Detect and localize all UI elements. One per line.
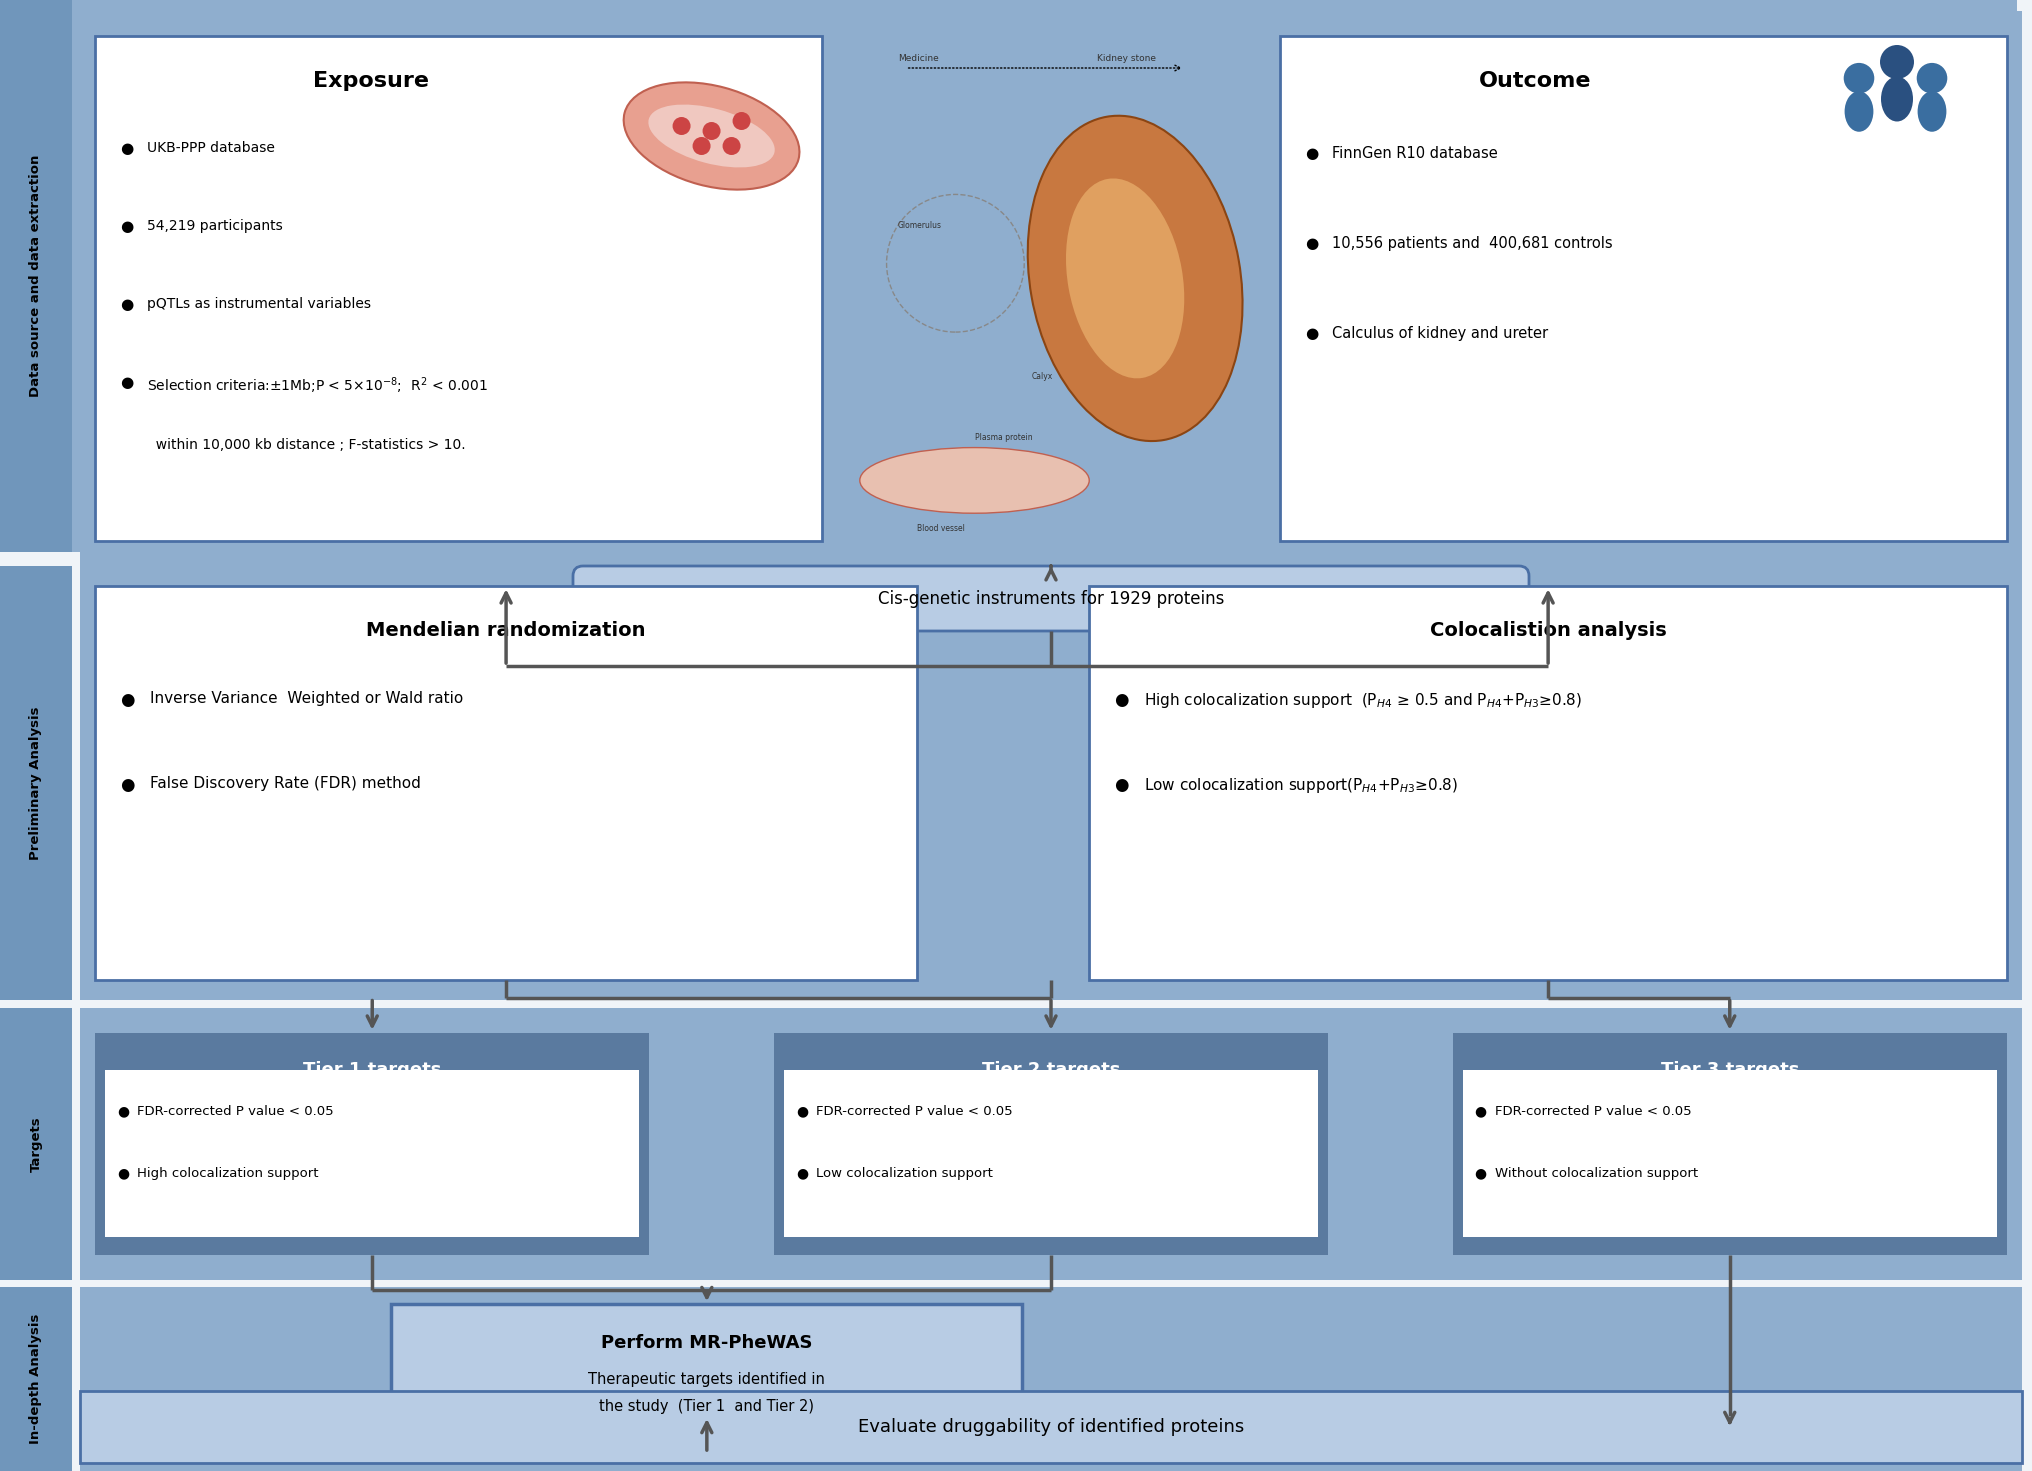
Ellipse shape — [1845, 91, 1874, 132]
FancyBboxPatch shape — [79, 566, 2022, 1000]
FancyBboxPatch shape — [1089, 587, 2008, 980]
Text: Cis-genetic instruments for 1929 proteins: Cis-genetic instruments for 1929 protein… — [878, 590, 1223, 608]
Text: ●: ● — [1305, 327, 1319, 341]
FancyBboxPatch shape — [71, 566, 2018, 1000]
FancyBboxPatch shape — [1463, 1069, 1997, 1237]
Text: Calculus of kidney and ureter: Calculus of kidney and ureter — [1333, 327, 1548, 341]
Circle shape — [673, 118, 691, 135]
Text: Glomerulus: Glomerulus — [898, 221, 943, 229]
Text: FinnGen R10 database: FinnGen R10 database — [1333, 146, 1498, 160]
FancyBboxPatch shape — [79, 1008, 2022, 1280]
Text: ●: ● — [1305, 146, 1319, 160]
Text: Medicine: Medicine — [898, 54, 939, 63]
Text: UKB-PPP database: UKB-PPP database — [146, 141, 274, 154]
Text: Blood vessel: Blood vessel — [916, 524, 965, 533]
Circle shape — [1843, 63, 1874, 94]
FancyBboxPatch shape — [79, 10, 2022, 566]
Text: ●: ● — [797, 1105, 809, 1118]
Circle shape — [723, 137, 740, 154]
Text: Tier 3 targets: Tier 3 targets — [1660, 1061, 1798, 1078]
FancyBboxPatch shape — [71, 0, 2018, 552]
Text: Colocalistion analysis: Colocalistion analysis — [1431, 621, 1666, 640]
Ellipse shape — [1067, 178, 1185, 378]
Text: ●: ● — [1114, 691, 1128, 709]
Text: Therapeutic targets identified in: Therapeutic targets identified in — [589, 1372, 825, 1387]
Text: ●: ● — [118, 1105, 130, 1118]
Text: ●: ● — [120, 141, 134, 156]
Text: Data source and data extraction: Data source and data extraction — [30, 154, 43, 397]
Text: Exposure: Exposure — [313, 71, 429, 91]
Text: Low colocalization support(P$_{H4}$+P$_{H3}$≥0.8): Low colocalization support(P$_{H4}$+P$_{… — [1144, 777, 1459, 796]
Text: ●: ● — [120, 777, 134, 794]
Ellipse shape — [1918, 91, 1947, 132]
FancyBboxPatch shape — [0, 1287, 71, 1471]
Ellipse shape — [624, 82, 799, 190]
Text: ●: ● — [120, 375, 134, 390]
Circle shape — [1880, 46, 1914, 79]
Circle shape — [1916, 63, 1947, 94]
Circle shape — [693, 137, 711, 154]
FancyBboxPatch shape — [0, 0, 71, 552]
Text: ●: ● — [120, 297, 134, 312]
Text: within 10,000 kb distance ; F-statistics > 10.: within 10,000 kb distance ; F-statistics… — [146, 438, 465, 452]
Text: FDR-corrected P value < 0.05: FDR-corrected P value < 0.05 — [1494, 1105, 1691, 1118]
Text: Tier 2 targets: Tier 2 targets — [981, 1061, 1120, 1078]
Ellipse shape — [860, 447, 1089, 513]
Text: In-depth Analysis: In-depth Analysis — [30, 1314, 43, 1445]
Text: ●: ● — [1114, 777, 1128, 794]
FancyBboxPatch shape — [106, 1069, 640, 1237]
Text: ●: ● — [118, 1167, 130, 1181]
FancyBboxPatch shape — [96, 1033, 650, 1255]
Text: FDR-corrected P value < 0.05: FDR-corrected P value < 0.05 — [136, 1105, 333, 1118]
FancyBboxPatch shape — [79, 1392, 2022, 1464]
Text: High colocalization support  (P$_{H4}$ ≥ 0.5 and P$_{H4}$+P$_{H3}$≥0.8): High colocalization support (P$_{H4}$ ≥ … — [1144, 691, 1583, 710]
Circle shape — [734, 112, 750, 129]
FancyBboxPatch shape — [71, 1008, 2018, 1280]
Text: 54,219 participants: 54,219 participants — [146, 219, 282, 232]
FancyBboxPatch shape — [71, 1287, 2018, 1471]
Text: Selection criteria:$\pm$1Mb;P < 5$\times$10$^{-8}$;  R$^2$ < 0.001: Selection criteria:$\pm$1Mb;P < 5$\times… — [146, 375, 488, 396]
Text: Preliminary Analysis: Preliminary Analysis — [30, 706, 43, 861]
FancyBboxPatch shape — [1453, 1033, 2008, 1255]
Text: ●: ● — [1305, 235, 1319, 252]
Text: ●: ● — [1475, 1167, 1487, 1181]
FancyBboxPatch shape — [392, 1305, 1022, 1453]
Text: Tier 1 targets: Tier 1 targets — [303, 1061, 441, 1078]
Text: ●: ● — [120, 691, 134, 709]
Text: 10,556 patients and  400,681 controls: 10,556 patients and 400,681 controls — [1333, 235, 1613, 252]
FancyBboxPatch shape — [774, 1033, 1329, 1255]
Text: Low colocalization support: Low colocalization support — [815, 1167, 994, 1180]
FancyBboxPatch shape — [79, 1287, 2022, 1471]
Text: FDR-corrected P value < 0.05: FDR-corrected P value < 0.05 — [815, 1105, 1012, 1118]
Text: ●: ● — [797, 1167, 809, 1181]
Ellipse shape — [1028, 116, 1242, 441]
Text: Kidney stone: Kidney stone — [1097, 54, 1156, 63]
Circle shape — [703, 122, 721, 140]
Text: the study  (Tier 1  and Tier 2): the study (Tier 1 and Tier 2) — [599, 1399, 815, 1414]
FancyBboxPatch shape — [96, 35, 821, 541]
Text: Targets: Targets — [30, 1116, 43, 1171]
Text: High colocalization support: High colocalization support — [136, 1167, 319, 1180]
Text: Plasma protein: Plasma protein — [975, 432, 1032, 441]
Text: Evaluate druggability of identified proteins: Evaluate druggability of identified prot… — [858, 1418, 1244, 1436]
Text: Without colocalization support: Without colocalization support — [1494, 1167, 1697, 1180]
FancyBboxPatch shape — [0, 566, 71, 1000]
Text: ●: ● — [120, 219, 134, 234]
Text: Mendelian randomization: Mendelian randomization — [366, 621, 646, 640]
FancyBboxPatch shape — [96, 587, 916, 980]
FancyBboxPatch shape — [0, 1008, 71, 1280]
FancyBboxPatch shape — [1280, 35, 2008, 541]
Text: Calyx: Calyx — [1032, 372, 1053, 381]
Ellipse shape — [1882, 76, 1912, 122]
Text: Outcome: Outcome — [1479, 71, 1591, 91]
Text: False Discovery Rate (FDR) method: False Discovery Rate (FDR) method — [150, 777, 421, 791]
Text: pQTLs as instrumental variables: pQTLs as instrumental variables — [146, 297, 372, 310]
Text: ●: ● — [1475, 1105, 1487, 1118]
Text: Inverse Variance  Weighted or Wald ratio: Inverse Variance Weighted or Wald ratio — [150, 691, 463, 706]
FancyBboxPatch shape — [573, 566, 1528, 631]
Text: Perform MR-PheWAS: Perform MR-PheWAS — [601, 1334, 813, 1352]
FancyBboxPatch shape — [784, 1069, 1319, 1237]
Ellipse shape — [648, 104, 774, 168]
